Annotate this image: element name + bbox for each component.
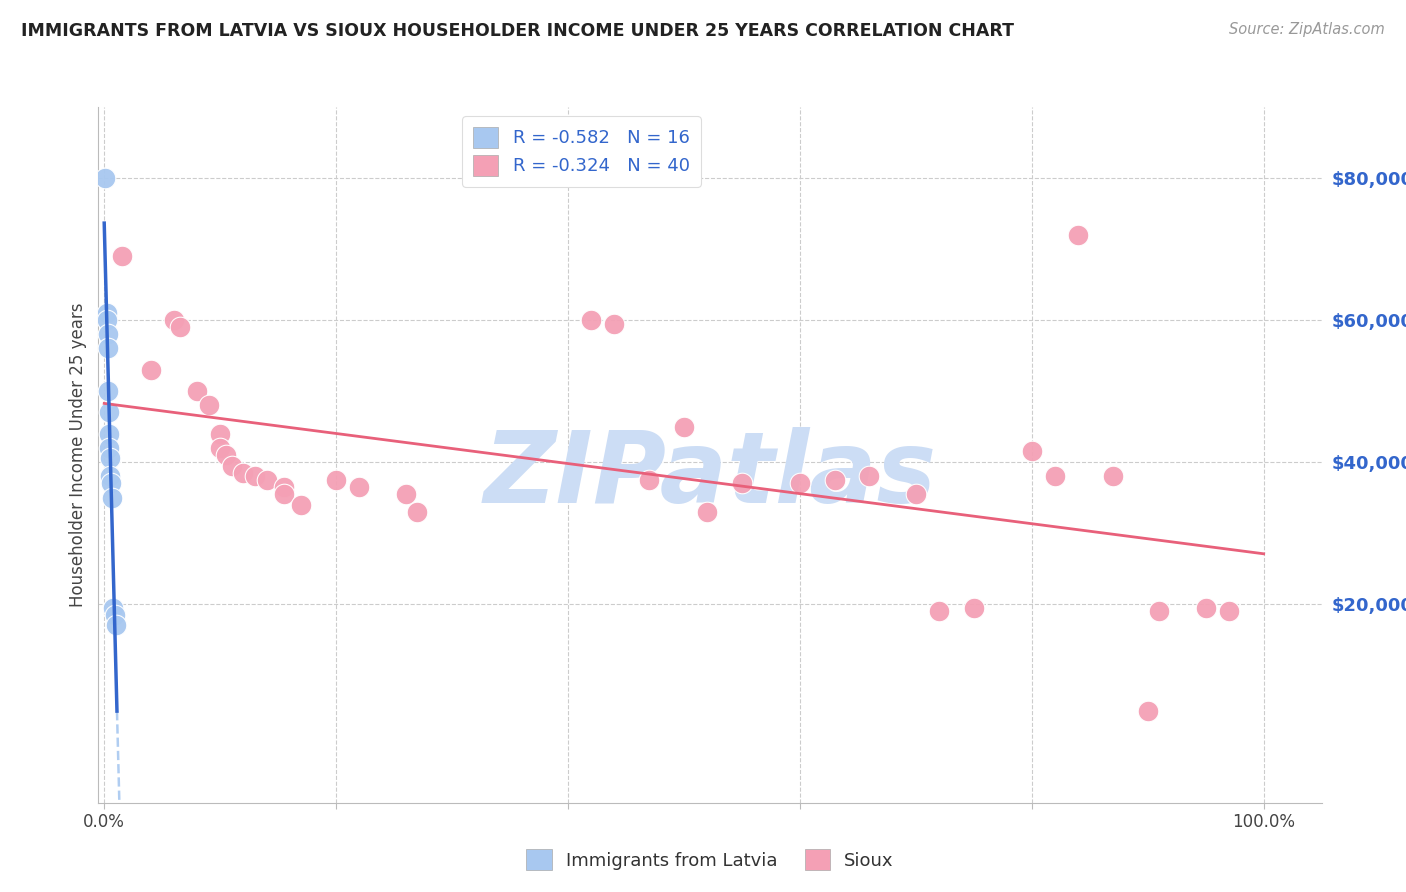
Point bbox=[789, 476, 811, 491]
Point bbox=[104, 618, 127, 632]
Point bbox=[1021, 444, 1043, 458]
Point bbox=[100, 476, 122, 491]
Point bbox=[209, 441, 232, 455]
Point bbox=[163, 313, 186, 327]
Point bbox=[325, 473, 347, 487]
Point bbox=[1043, 469, 1066, 483]
Point bbox=[97, 426, 120, 441]
Point bbox=[97, 342, 120, 356]
Point bbox=[169, 320, 191, 334]
Point bbox=[139, 362, 162, 376]
Point bbox=[290, 498, 312, 512]
Point bbox=[696, 505, 718, 519]
Point bbox=[638, 473, 661, 487]
Point bbox=[1149, 604, 1171, 618]
Point bbox=[1195, 600, 1218, 615]
Point bbox=[579, 313, 602, 327]
Point bbox=[928, 604, 950, 618]
Point bbox=[858, 469, 880, 483]
Point bbox=[96, 313, 118, 327]
Point bbox=[97, 384, 120, 398]
Point bbox=[97, 441, 120, 455]
Point bbox=[904, 487, 927, 501]
Point bbox=[104, 607, 127, 622]
Point bbox=[273, 480, 295, 494]
Point bbox=[97, 327, 120, 342]
Point bbox=[94, 171, 117, 186]
Point bbox=[232, 466, 254, 480]
Point bbox=[197, 398, 219, 412]
Point bbox=[1218, 604, 1240, 618]
Point bbox=[256, 473, 278, 487]
Point bbox=[110, 249, 132, 263]
Point bbox=[349, 480, 371, 494]
Point bbox=[406, 505, 429, 519]
Point bbox=[603, 317, 626, 331]
Point bbox=[243, 469, 266, 483]
Point bbox=[221, 458, 243, 473]
Point bbox=[1067, 227, 1090, 242]
Point bbox=[103, 600, 125, 615]
Point bbox=[395, 487, 418, 501]
Point bbox=[731, 476, 754, 491]
Text: IMMIGRANTS FROM LATVIA VS SIOUX HOUSEHOLDER INCOME UNDER 25 YEARS CORRELATION CH: IMMIGRANTS FROM LATVIA VS SIOUX HOUSEHOL… bbox=[21, 22, 1014, 40]
Point bbox=[97, 405, 120, 419]
Text: ZIPatlas: ZIPatlas bbox=[484, 427, 936, 524]
Point bbox=[1136, 704, 1159, 718]
Point bbox=[96, 306, 118, 320]
Legend: Immigrants from Latvia, Sioux: Immigrants from Latvia, Sioux bbox=[519, 842, 901, 877]
Point bbox=[186, 384, 208, 398]
Text: Source: ZipAtlas.com: Source: ZipAtlas.com bbox=[1229, 22, 1385, 37]
Point bbox=[963, 600, 986, 615]
Y-axis label: Householder Income Under 25 years: Householder Income Under 25 years bbox=[69, 302, 87, 607]
Point bbox=[98, 469, 121, 483]
Point bbox=[824, 473, 846, 487]
Point bbox=[98, 451, 121, 466]
Point bbox=[215, 448, 238, 462]
Point bbox=[672, 419, 695, 434]
Point bbox=[273, 487, 295, 501]
Point bbox=[209, 426, 232, 441]
Point bbox=[101, 491, 124, 505]
Point bbox=[1102, 469, 1125, 483]
